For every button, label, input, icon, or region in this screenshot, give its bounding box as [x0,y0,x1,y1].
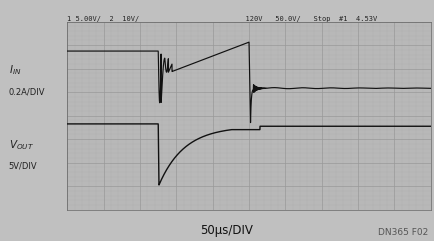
Text: 0.2A/DIV: 0.2A/DIV [9,87,45,96]
Text: DN365 F02: DN365 F02 [377,228,427,237]
Text: $\mathit{V}_{OUT}$: $\mathit{V}_{OUT}$ [9,138,34,152]
Text: 1 5.00V/  2  10V/                         120V   50.0V/   Stop  #1  4.53V: 1 5.00V/ 2 10V/ 120V 50.0V/ Stop #1 4.53… [67,16,377,22]
Text: 5V/DIV: 5V/DIV [9,162,37,171]
Text: $\mathit{I}_{IN}$: $\mathit{I}_{IN}$ [9,63,21,77]
Text: 50μs/DIV: 50μs/DIV [199,224,252,237]
